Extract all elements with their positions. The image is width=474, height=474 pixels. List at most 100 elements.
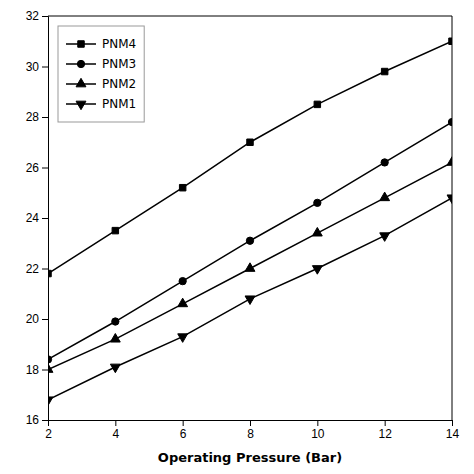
tick-label: 22 <box>26 262 40 276</box>
series-line <box>48 162 452 369</box>
point <box>179 277 186 284</box>
series <box>48 195 452 406</box>
tick-label: 30 <box>26 60 40 74</box>
tick-label: 14 <box>446 427 460 441</box>
point <box>179 184 185 190</box>
tick: 2 <box>45 420 52 441</box>
tick-mark <box>42 67 48 68</box>
x-axis: 2 4 6 8 10 12 14 <box>45 420 459 441</box>
legend-entry: PNM2 <box>66 77 136 91</box>
frame <box>48 16 452 17</box>
frame <box>452 16 453 420</box>
point <box>246 237 253 244</box>
legend-symbol <box>78 41 84 47</box>
legend-label: PNM1 <box>102 97 136 111</box>
tick-mark <box>452 420 453 426</box>
tick-mark <box>42 168 48 169</box>
x-axis-title: Operating Pressure (Bar) <box>158 450 342 465</box>
legend-label: PNM2 <box>102 77 136 91</box>
point <box>314 199 321 206</box>
y-axis: 16 18 20 22 24 26 28 30 32 <box>26 9 49 427</box>
tick: 16 <box>26 413 48 427</box>
legend-label: PNM4 <box>102 37 136 51</box>
tick-label: 12 <box>378 427 392 441</box>
tick-mark <box>42 218 48 219</box>
tick: 30 <box>26 60 48 74</box>
tick-mark <box>42 420 48 421</box>
tick-label: 8 <box>247 427 254 441</box>
tick-mark <box>42 269 48 270</box>
tick: 8 <box>247 420 254 441</box>
tick-label: 32 <box>26 9 40 23</box>
point <box>112 227 118 233</box>
series-line <box>48 122 452 359</box>
tick-mark <box>183 420 184 426</box>
tick: 26 <box>26 161 48 175</box>
point <box>112 318 119 325</box>
point <box>178 298 188 307</box>
point <box>381 68 387 74</box>
point <box>381 159 388 166</box>
tick-mark <box>385 420 386 426</box>
tick-label: 18 <box>26 363 40 377</box>
tick: 20 <box>26 312 48 326</box>
legend: PNM4 PNM3 PNM2 PNM1 <box>58 26 144 122</box>
tick-label: 24 <box>26 211 40 225</box>
axis-domain <box>42 17 49 421</box>
tick: 32 <box>26 9 48 23</box>
tick: 4 <box>112 420 119 441</box>
tick-mark <box>42 16 48 17</box>
legend-entry: PNM3 <box>66 57 136 71</box>
point <box>449 38 452 44</box>
tick: 24 <box>26 211 48 225</box>
point <box>48 356 52 363</box>
tick-label: 20 <box>26 312 40 326</box>
tick-mark <box>115 420 116 426</box>
point <box>48 270 51 276</box>
point <box>110 334 120 343</box>
legend-entry: PNM4 <box>66 37 136 51</box>
point <box>312 227 322 236</box>
point <box>245 263 255 272</box>
tick-label: 10 <box>311 427 325 441</box>
tick: 28 <box>26 110 48 124</box>
point <box>447 157 452 166</box>
tick-mark <box>42 370 48 371</box>
legend-symbol <box>77 60 84 67</box>
point <box>312 266 322 275</box>
tick-mark <box>317 420 318 426</box>
legend-entry: PNM1 <box>66 97 136 111</box>
axis-domain <box>49 421 453 427</box>
tick-label: 16 <box>26 413 40 427</box>
series <box>48 157 452 373</box>
tick-label: 26 <box>26 161 40 175</box>
tick-label: 6 <box>180 427 187 441</box>
tick: 18 <box>26 363 48 377</box>
tick: 10 <box>311 420 325 441</box>
chart: 2468101214161820222426283032Operating Pr… <box>0 0 474 474</box>
point <box>447 195 452 204</box>
tick: 12 <box>378 420 392 441</box>
legend-symbol <box>76 78 86 87</box>
legend-label: PNM3 <box>102 57 136 71</box>
point <box>380 233 390 242</box>
tick: 22 <box>26 262 48 276</box>
plot-root: 2468101214161820222426283032Operating Pr… <box>26 9 460 465</box>
tick-mark <box>42 319 48 320</box>
tick-label: 28 <box>26 110 40 124</box>
point <box>448 118 452 125</box>
tick-label: 4 <box>112 427 119 441</box>
point <box>48 364 53 373</box>
tick-label: 2 <box>45 427 52 441</box>
point <box>245 296 255 305</box>
series <box>48 118 452 363</box>
tick-mark <box>42 117 48 118</box>
point <box>178 334 188 343</box>
legend-box <box>58 26 144 122</box>
tick: 6 <box>180 420 187 441</box>
point <box>314 101 320 107</box>
point <box>380 192 390 201</box>
point <box>48 397 53 406</box>
legend-symbol <box>76 101 86 110</box>
series-line <box>48 198 452 400</box>
